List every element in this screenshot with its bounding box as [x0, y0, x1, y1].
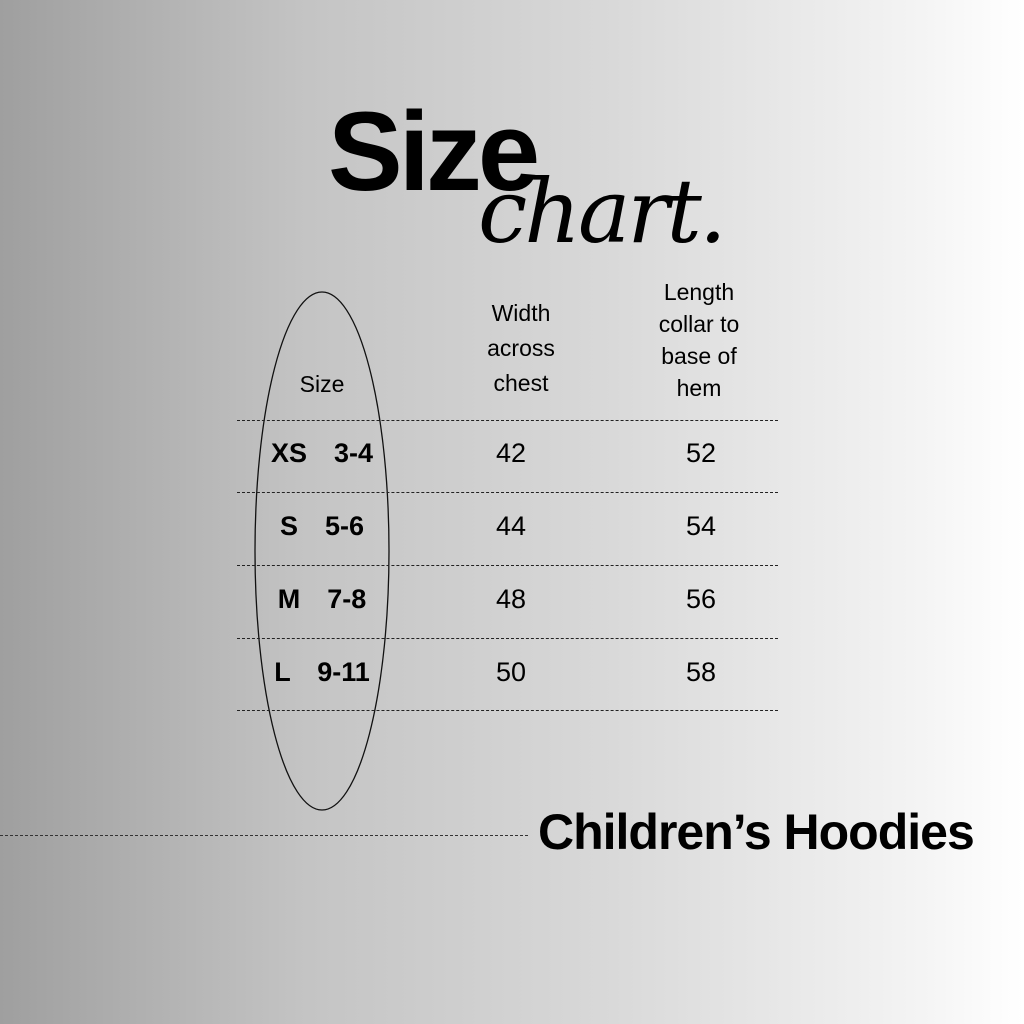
divider — [237, 638, 778, 639]
footer-divider — [0, 835, 528, 836]
header-width-line: Width — [491, 300, 551, 326]
header-size: Size — [299, 371, 345, 397]
title-size: Size — [328, 89, 540, 214]
header-width-line: across — [487, 335, 555, 361]
width-cell: 44 — [495, 511, 527, 541]
header-length-line: Length — [663, 279, 735, 305]
header-width: Width across chest — [431, 297, 611, 399]
divider — [237, 565, 778, 566]
width-cell: 42 — [495, 438, 527, 468]
size-cell: M 7-8 — [277, 584, 367, 614]
header-length-line: hem — [676, 375, 722, 401]
length-cell: 58 — [685, 657, 717, 687]
footer-title: Children’s Hoodies — [538, 804, 975, 860]
width-cell: 50 — [495, 657, 527, 687]
size-cell: XS 3-4 — [270, 438, 374, 468]
divider — [237, 420, 778, 421]
length-cell: 52 — [685, 438, 717, 468]
header-length-line: base of — [661, 343, 737, 369]
title-chart: chart. — [478, 160, 727, 263]
width-cell: 48 — [495, 584, 527, 614]
header-width-line: chest — [493, 370, 549, 396]
size-cell: S 5-6 — [279, 511, 365, 541]
size-cell: L 9-11 — [274, 657, 370, 687]
divider — [237, 710, 778, 711]
divider — [237, 492, 778, 493]
header-length-line: collar to — [658, 311, 740, 337]
length-cell: 54 — [685, 511, 717, 541]
header-length: Length collar to base of hem — [609, 276, 789, 404]
length-cell: 56 — [685, 584, 717, 614]
